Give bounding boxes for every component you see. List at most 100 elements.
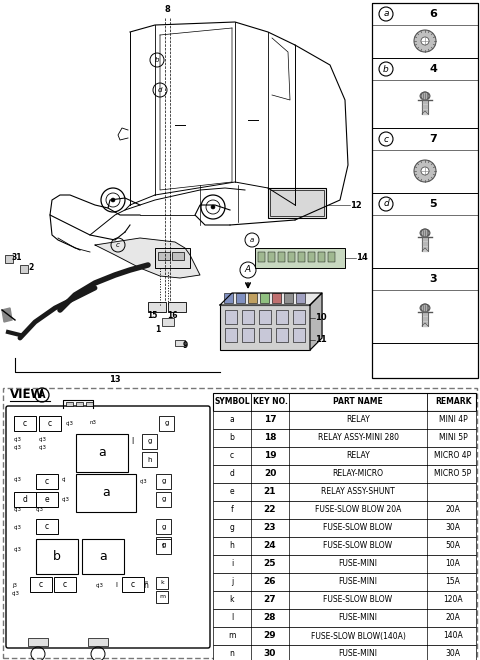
FancyBboxPatch shape [156, 537, 171, 552]
Text: d: d [383, 199, 389, 209]
Text: 7: 7 [429, 134, 437, 144]
Text: 9: 9 [183, 341, 188, 350]
Text: c: c [384, 135, 388, 143]
FancyBboxPatch shape [213, 555, 476, 573]
Text: A: A [245, 265, 251, 275]
Text: a: a [229, 416, 234, 424]
Text: n: n [229, 649, 234, 659]
FancyBboxPatch shape [276, 328, 288, 342]
FancyBboxPatch shape [162, 318, 174, 326]
FancyBboxPatch shape [213, 573, 476, 591]
Text: b: b [229, 434, 234, 442]
Text: MICRO 5P: MICRO 5P [434, 469, 472, 478]
Text: FUSE-SLOW BLOW(140A): FUSE-SLOW BLOW(140A) [311, 632, 406, 640]
Text: 30A: 30A [445, 649, 460, 659]
FancyBboxPatch shape [213, 501, 476, 519]
FancyBboxPatch shape [36, 519, 58, 534]
Polygon shape [95, 238, 200, 278]
Text: h: h [147, 457, 152, 463]
Text: 27: 27 [264, 595, 276, 605]
Text: cj3: cj3 [36, 508, 44, 513]
FancyBboxPatch shape [142, 452, 157, 467]
Text: A: A [38, 390, 46, 400]
FancyBboxPatch shape [236, 293, 245, 303]
Text: e: e [45, 495, 49, 504]
FancyBboxPatch shape [288, 252, 295, 262]
Text: l: l [231, 614, 233, 622]
Text: d: d [158, 87, 162, 93]
FancyBboxPatch shape [156, 539, 171, 554]
FancyBboxPatch shape [298, 252, 305, 262]
FancyBboxPatch shape [175, 340, 185, 346]
Text: h: h [229, 541, 234, 550]
Text: 120A: 120A [443, 595, 463, 605]
Text: REMARK: REMARK [435, 397, 471, 407]
Text: c: c [23, 419, 27, 428]
Text: 50A: 50A [445, 541, 460, 550]
Text: 19: 19 [264, 451, 276, 461]
FancyBboxPatch shape [156, 474, 171, 489]
Text: 28: 28 [264, 614, 276, 622]
Text: g: g [161, 523, 166, 529]
Text: f: f [230, 506, 233, 515]
Text: 16: 16 [167, 310, 177, 319]
FancyBboxPatch shape [86, 402, 93, 406]
Text: MICRO 4P: MICRO 4P [434, 451, 472, 461]
FancyBboxPatch shape [225, 328, 237, 342]
FancyBboxPatch shape [220, 305, 310, 350]
FancyBboxPatch shape [14, 416, 36, 431]
FancyBboxPatch shape [213, 537, 476, 555]
FancyBboxPatch shape [213, 411, 476, 429]
FancyBboxPatch shape [20, 265, 28, 273]
FancyBboxPatch shape [293, 310, 305, 324]
Text: c: c [131, 580, 135, 589]
Text: 20A: 20A [445, 506, 460, 515]
Text: c: c [45, 477, 49, 486]
FancyBboxPatch shape [5, 255, 13, 263]
FancyBboxPatch shape [270, 190, 324, 216]
Text: FUSE-MINI: FUSE-MINI [338, 578, 377, 587]
Text: 18: 18 [264, 434, 276, 442]
Ellipse shape [420, 229, 430, 237]
Text: f: f [162, 543, 165, 550]
Text: e: e [230, 488, 234, 496]
Text: 21: 21 [264, 488, 276, 496]
Text: FUSE-SLOW BLOW: FUSE-SLOW BLOW [324, 523, 393, 533]
Text: g: g [161, 496, 166, 502]
FancyBboxPatch shape [213, 627, 476, 645]
Text: j3: j3 [12, 583, 17, 587]
Text: 15A: 15A [445, 578, 460, 587]
FancyBboxPatch shape [28, 638, 48, 646]
Text: 10: 10 [315, 314, 326, 323]
Text: 29: 29 [264, 632, 276, 640]
Text: FUSE-SLOW BLOW: FUSE-SLOW BLOW [324, 595, 393, 605]
Text: cj3: cj3 [14, 525, 22, 529]
Polygon shape [310, 293, 322, 350]
FancyBboxPatch shape [36, 539, 78, 574]
FancyBboxPatch shape [242, 328, 254, 342]
FancyBboxPatch shape [39, 416, 61, 431]
Circle shape [421, 37, 429, 45]
FancyBboxPatch shape [284, 293, 293, 303]
Text: g: g [229, 523, 234, 533]
Text: I: I [131, 438, 133, 447]
Text: 17: 17 [264, 416, 276, 424]
Text: I: I [115, 582, 117, 588]
Ellipse shape [420, 92, 430, 100]
FancyBboxPatch shape [66, 402, 73, 406]
FancyBboxPatch shape [255, 248, 345, 268]
FancyBboxPatch shape [213, 465, 476, 483]
Text: c: c [48, 419, 52, 428]
Text: d: d [229, 469, 234, 478]
Text: cj: cj [62, 477, 67, 482]
Text: 11: 11 [315, 335, 327, 345]
Text: RELAY ASSY-MINI 280: RELAY ASSY-MINI 280 [317, 434, 398, 442]
Text: 4: 4 [429, 64, 437, 74]
Text: RELAY: RELAY [346, 451, 370, 461]
Text: 5: 5 [429, 199, 437, 209]
Circle shape [211, 205, 215, 209]
Text: VIEW: VIEW [10, 389, 45, 401]
FancyBboxPatch shape [213, 393, 476, 411]
Text: 15: 15 [147, 310, 157, 319]
FancyBboxPatch shape [328, 252, 335, 262]
